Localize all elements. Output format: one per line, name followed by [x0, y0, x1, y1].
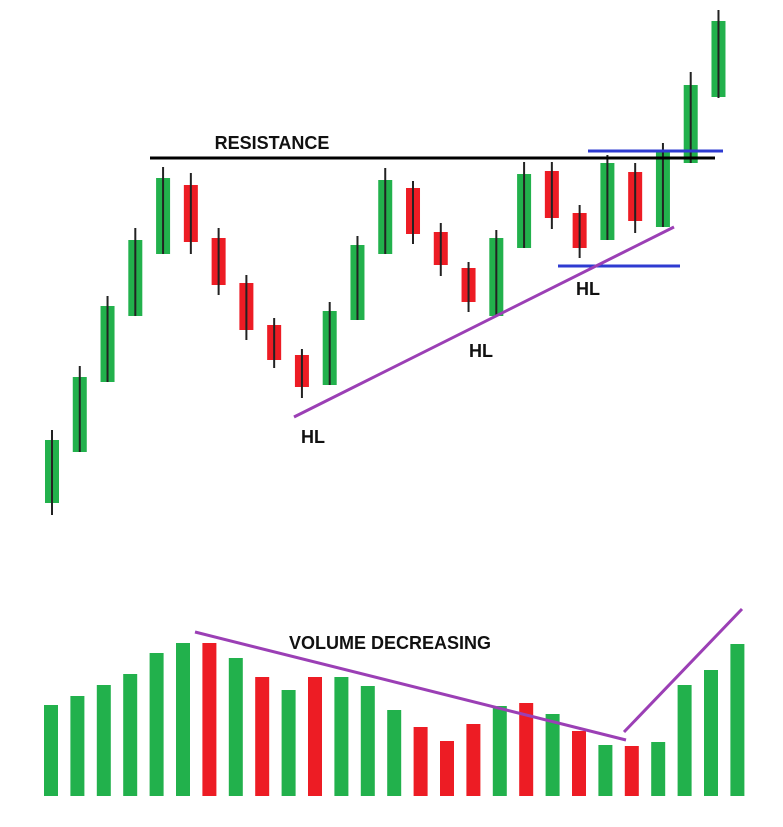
volume-bar — [176, 643, 190, 796]
volume-bar — [624, 746, 639, 796]
annotation: HL — [301, 427, 325, 447]
volume-bar — [677, 685, 692, 796]
volume-bar — [255, 677, 270, 796]
annotation: VOLUME DECREASING — [289, 633, 491, 653]
volume-bar — [360, 686, 375, 796]
volume-bar — [123, 674, 138, 796]
volume-bar — [281, 690, 296, 796]
volume-bar — [440, 741, 454, 796]
volume-bar — [149, 653, 164, 796]
volume-trend-line — [194, 630, 627, 742]
volume-bar — [572, 731, 586, 796]
volume-rise-line — [622, 607, 744, 734]
annotation: HL — [469, 341, 493, 361]
volume-bar — [492, 706, 507, 796]
volume-bar — [387, 710, 402, 796]
volume-bar — [651, 742, 666, 796]
volume-bar — [730, 644, 745, 796]
volume-bar — [44, 705, 58, 796]
volume-bar — [598, 745, 613, 796]
volume-bar — [334, 677, 349, 796]
volume-bar — [519, 703, 534, 796]
volume-bar — [308, 677, 322, 796]
annotation: HL — [576, 279, 600, 299]
volume-bar — [70, 696, 85, 796]
volume-bar — [466, 724, 481, 796]
volume-bar — [545, 714, 560, 796]
annotation: RESISTANCE — [215, 133, 330, 153]
trend-line — [293, 225, 675, 419]
volume-bar — [704, 670, 718, 796]
volume-bar — [96, 685, 111, 796]
volume-bar — [228, 658, 243, 796]
volume-bar — [413, 727, 428, 796]
volume-bar — [202, 643, 217, 796]
